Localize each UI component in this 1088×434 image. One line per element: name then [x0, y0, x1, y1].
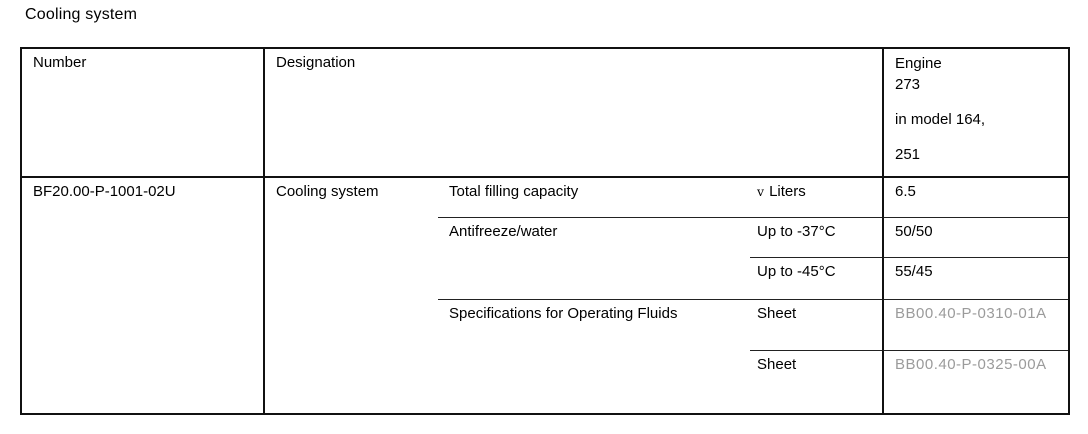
item-qualifier-up-to-minus-45: Up to -45°C [750, 258, 882, 300]
col-header-designation: Designation [265, 49, 882, 178]
item-value-sheet-2-cell: BB00.40-P-0325-00A [882, 351, 1068, 413]
sheet-link[interactable]: BB00.40-P-0310-01A [895, 305, 1047, 322]
volume-symbol: v [757, 184, 765, 199]
item-label-specifications-wrap: Specifications for Operating Fluids [438, 300, 750, 413]
col-header-number: Number [22, 49, 265, 178]
item-qualifier-up-to-minus-37: Up to -37°C [750, 218, 882, 258]
designation-cell: Cooling system [276, 183, 379, 200]
item-label-antifreeze-water: Antifreeze/water [438, 218, 750, 300]
engine-header-line: Engine [895, 55, 942, 72]
col-header-engine: Engine 273 in model 164, 251 [882, 49, 1068, 178]
item-qualifier-label: Liters [769, 183, 806, 200]
page-title: Cooling system [25, 6, 138, 23]
item-qualifier-liters: v Liters [750, 178, 882, 218]
engine-header-line: in model 164, [895, 111, 986, 128]
sheet-link[interactable]: BB00.40-P-0325-00A [895, 356, 1047, 373]
item-qualifier-sheet-2: Sheet [757, 356, 797, 373]
spec-table: Number Designation Engine 273 in model 1… [20, 47, 1070, 415]
engine-header-line: 251 [895, 146, 921, 163]
item-value-total-filling-capacity: 6.5 [882, 178, 1068, 218]
item-label-specifications: Specifications for Operating Fluids [449, 305, 678, 322]
engine-header-line: 273 [895, 76, 921, 93]
number-cell: BF20.00-P-1001-02U [22, 178, 265, 413]
item-value-sheet-1-cell: BB00.40-P-0310-01A [882, 300, 1068, 351]
item-value-50-50: 50/50 [882, 218, 1068, 258]
item-value-55-45: 55/45 [882, 258, 1068, 300]
item-qualifier-sheet-1: Sheet [750, 300, 882, 351]
item-label-total-filling-capacity: Total filling capacity [438, 178, 750, 218]
